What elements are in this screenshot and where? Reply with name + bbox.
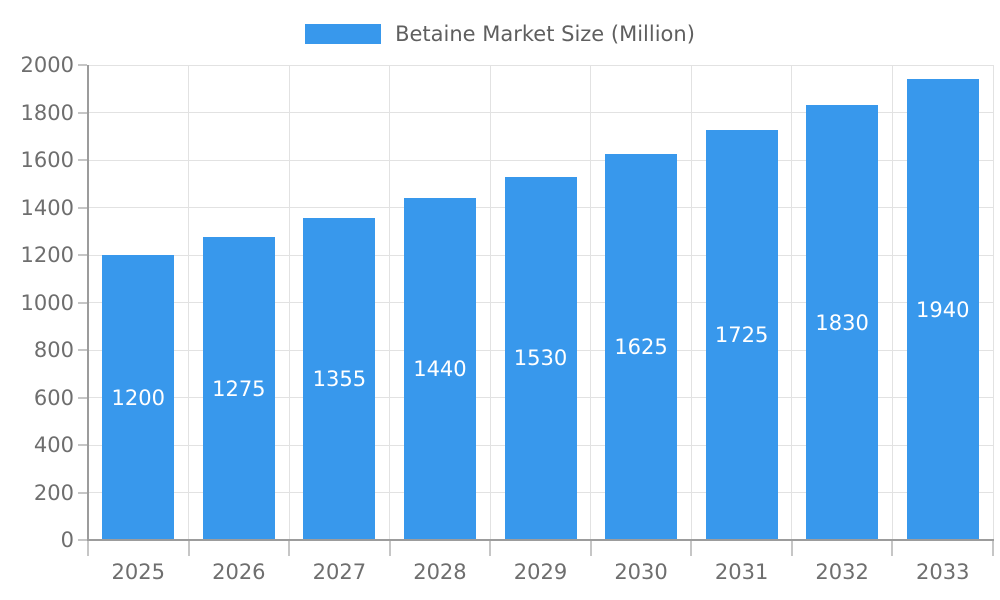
x-axis-tick [187, 540, 190, 556]
x-tick-label: 2027 [312, 560, 367, 584]
gridline-vertical [690, 65, 692, 540]
bar-value-label: 1200 [111, 385, 165, 410]
bar[interactable]: 1355 [303, 218, 376, 540]
bar-value-label: 1440 [413, 357, 467, 381]
legend-title: Betaine Market Size (Million) [395, 22, 695, 46]
gridline-vertical [992, 65, 994, 540]
y-axis-tick [78, 491, 87, 494]
bar[interactable]: 1830 [806, 105, 879, 540]
y-tick-label: 0 [60, 528, 74, 552]
bar-value-label: 1275 [212, 376, 266, 401]
bar[interactable]: 1275 [202, 237, 275, 540]
bar[interactable]: 1625 [605, 154, 678, 540]
y-axis-tick [78, 64, 87, 66]
bar-value-label: 1530 [513, 346, 568, 371]
y-axis-tick [78, 111, 87, 114]
gridline-vertical [288, 65, 290, 540]
gridline-vertical [590, 65, 592, 540]
x-axis-tick [992, 540, 994, 556]
y-axis-tick [78, 159, 87, 161]
gridline-vertical [188, 65, 190, 540]
bar-value-label: 1830 [815, 310, 869, 335]
y-tick-label: 2000 [20, 53, 74, 77]
y-tick-label: 1600 [20, 148, 74, 172]
y-tick-label: 400 [33, 433, 74, 457]
y-axis-tick [78, 301, 87, 304]
x-axis-tick [288, 540, 291, 556]
y-tick-label: 200 [33, 480, 74, 505]
gridline-vertical [489, 65, 491, 540]
y-axis-tick [78, 349, 87, 351]
bar-value-label: 1625 [614, 335, 668, 360]
x-axis-tick [891, 540, 894, 556]
y-axis-line [87, 65, 89, 540]
bar[interactable]: 1725 [705, 130, 778, 540]
bar[interactable]: 1940 [906, 79, 979, 540]
y-axis-tick [78, 444, 87, 446]
gridline-horizontal [88, 64, 993, 66]
legend-swatch [305, 24, 382, 44]
gridline-horizontal [88, 112, 993, 113]
bar[interactable]: 1200 [102, 255, 175, 540]
bar[interactable]: 1530 [504, 176, 577, 540]
y-axis-tick [78, 254, 87, 256]
y-tick-label: 1400 [20, 195, 74, 220]
gridline-vertical [791, 65, 793, 540]
y-tick-label: 800 [33, 338, 74, 362]
x-axis-line [87, 539, 994, 541]
x-tick-label: 2029 [513, 560, 568, 584]
y-axis-tick [78, 206, 87, 209]
x-axis-tick [690, 540, 693, 556]
gridline-horizontal [88, 159, 993, 161]
gridline-vertical [389, 65, 391, 540]
x-tick-label: 2026 [212, 560, 266, 584]
plot-area: 0 200 400 600 800 1000 1200 1400 1600 1800 2000 120… [21, 53, 994, 584]
y-tick-label: 1200 [20, 243, 74, 267]
x-tick-label: 2030 [614, 560, 668, 584]
y-tick-label: 1000 [20, 290, 74, 315]
x-axis-tick [87, 540, 89, 556]
gridline-vertical [891, 65, 893, 540]
x-tick-label: 2032 [815, 560, 869, 584]
y-axis-tick [78, 396, 87, 399]
bar-value-label: 1940 [915, 297, 970, 322]
y-tick-label: 1800 [20, 100, 74, 125]
chart-legend[interactable]: Betaine Market Size (Million) [0, 22, 1000, 46]
x-tick-label: 2028 [413, 560, 467, 584]
x-tick-label: 2033 [915, 560, 970, 584]
x-axis-tick [489, 540, 492, 556]
x-axis-tick [589, 540, 592, 556]
bar-value-label: 1355 [312, 367, 367, 392]
y-axis-tick [78, 539, 87, 541]
x-tick-label: 2031 [714, 560, 769, 584]
x-axis-tick [790, 540, 793, 556]
x-tick-label: 2025 [111, 560, 165, 584]
y-tick-label: 600 [33, 385, 74, 410]
x-axis-tick [388, 540, 391, 556]
bar[interactable]: 1440 [403, 198, 476, 540]
bar-value-label: 1725 [714, 323, 769, 348]
